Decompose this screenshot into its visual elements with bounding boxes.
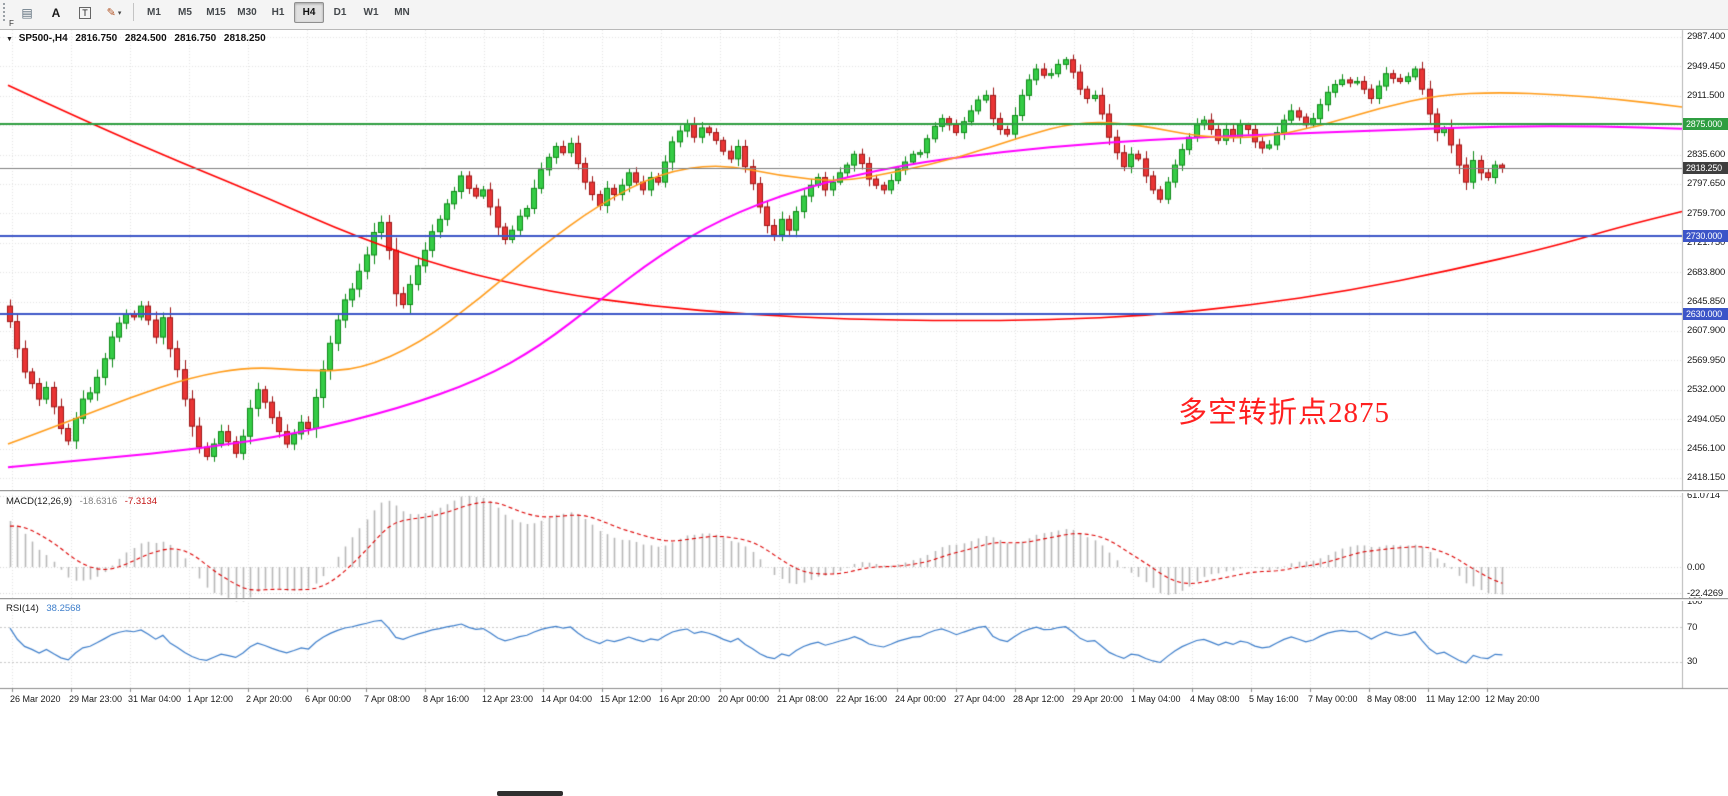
rsi-value: 38.2568	[46, 603, 81, 614]
time-axis-label: 15 Apr 12:00	[600, 694, 652, 704]
time-axis-label: 29 Apr 20:00	[1072, 694, 1124, 704]
price-axis-label: 2759.700	[1687, 207, 1726, 219]
macd-value: -18.6316	[79, 496, 118, 507]
chevron-down-icon: ▾	[117, 9, 122, 17]
price-axis-label: 2532.000	[1687, 384, 1726, 396]
time-axis-label: 5 May 16:00	[1249, 694, 1299, 704]
text-tool-button[interactable]: T	[71, 2, 99, 23]
time-axis-label: 26 Mar 2020	[10, 694, 61, 704]
time-axis-label: 28 Apr 12:00	[1013, 694, 1065, 704]
time-axis-label: 7 Apr 08:00	[364, 694, 411, 704]
timeframe-m5[interactable]: M5	[178, 7, 192, 18]
price-axis-label: 2607.900	[1687, 325, 1726, 337]
time-axis[interactable]: 26 Mar 2020 29 Mar 23:00 31 Mar 04:00 1 Apr…	[0, 688, 1728, 710]
price-axis-label: 2645.850	[1687, 296, 1726, 308]
draw-tool-button[interactable]: ✎ ▾	[100, 2, 128, 23]
time-axis-label: 29 Mar 23:00	[69, 694, 123, 704]
price-axis-label: 2683.800	[1687, 266, 1726, 278]
panel-separator-macd[interactable]	[0, 490, 1728, 493]
text-tool-label: T	[79, 6, 91, 19]
macd-signal-value: -7.3134	[124, 496, 158, 507]
rsi-axis-label: 70	[1687, 621, 1698, 633]
time-axis-label: 2 Apr 20:00	[246, 694, 293, 704]
hline-price-tag: 2875.000	[1683, 118, 1728, 131]
symbol-period: SP500-,H4	[18, 33, 68, 44]
price-axis-label: 2721.750	[1687, 237, 1726, 249]
macd-axis-label: -22.4269	[1687, 587, 1723, 599]
price-axis-label: 2494.050	[1687, 413, 1726, 425]
macd-header: MACD(12,26,9) -18.6316 -7.3134	[6, 496, 162, 507]
time-axis-label: 21 Apr 08:00	[777, 694, 829, 704]
time-axis-label: 24 Apr 00:00	[895, 694, 947, 704]
f-badge[interactable]: F	[9, 19, 14, 28]
close-value: 2818.250	[223, 33, 266, 44]
time-axis-label: 1 Apr 12:00	[187, 694, 234, 704]
window-edge-fragment	[497, 791, 563, 796]
timeframe-h1[interactable]: H1	[271, 7, 285, 18]
price-axis-label: 2835.600	[1687, 149, 1726, 161]
low-value: 2816.750	[174, 33, 217, 44]
time-axis-label: 11 May 12:00	[1426, 694, 1480, 704]
high-value: 2824.500	[124, 33, 167, 44]
rsi-axis-label: 100	[1687, 595, 1703, 607]
time-axis-label: 12 May 20:00	[1485, 694, 1540, 704]
font-tool-button[interactable]: A	[42, 2, 70, 23]
macd-axis-label: 61.0714	[1687, 490, 1720, 502]
timeframe-m15[interactable]: M15	[206, 7, 226, 18]
timeframe-m1[interactable]: M1	[147, 7, 161, 18]
price-axis-label: 2797.650	[1687, 178, 1726, 190]
time-axis-label: 31 Mar 04:00	[128, 694, 182, 704]
price-axis-label: 2569.950	[1687, 354, 1726, 366]
timeframe-d1[interactable]: D1	[333, 7, 347, 18]
timeframe-w1[interactable]: W1	[363, 7, 379, 18]
hline-price-tag: 2630.000	[1683, 307, 1728, 320]
toolbar-grip[interactable]	[3, 3, 10, 21]
charts-list-button[interactable]: ▤	[13, 2, 41, 23]
price-axis-label: 2949.450	[1687, 60, 1726, 72]
pencil-icon: ✎	[106, 7, 116, 19]
panel-separator-rsi[interactable]	[0, 598, 1728, 601]
time-axis-label: 6 Apr 00:00	[305, 694, 352, 704]
collapse-triangle-icon[interactable]: ▼	[6, 36, 13, 43]
toolbar: ▤ A T ✎ ▾ M1 M5 M15 M30 H1 H4 D1 W1 MN	[0, 0, 1728, 30]
timeframe-m30[interactable]: M30	[237, 7, 257, 18]
rsi-label: RSI(14)	[6, 603, 39, 614]
font-tool-label: A	[51, 5, 61, 20]
timeframe-toolbar: M1 M5 M15 M30 H1 H4 D1 W1 MN	[139, 2, 418, 23]
price-axis-label: 2418.150	[1687, 472, 1726, 484]
time-axis-label: 1 May 04:00	[1131, 694, 1181, 704]
annotation-text[interactable]: 多空转折点2875	[1178, 397, 1391, 429]
timeframe-mn[interactable]: MN	[394, 7, 410, 18]
rsi-axis-label: 30	[1687, 656, 1698, 668]
time-axis-label: 8 May 08:00	[1367, 694, 1417, 704]
macd-label: MACD(12,26,9)	[6, 496, 72, 507]
rsi-header: RSI(14) 38.2568	[6, 603, 86, 614]
timeframe-h4[interactable]: H4	[294, 2, 324, 23]
chart-canvas[interactable]	[0, 0, 1728, 712]
macd-axis-label: 0.00	[1687, 561, 1705, 573]
time-axis-label: 12 Apr 23:00	[482, 694, 534, 704]
price-axis-label: 2987.400	[1687, 31, 1726, 43]
time-axis-label: 4 May 08:00	[1190, 694, 1240, 704]
time-axis-label: 27 Apr 04:00	[954, 694, 1006, 704]
time-axis-label: 20 Apr 00:00	[718, 694, 770, 704]
price-scale[interactable]: 2987.400 2949.450 2911.500 2835.600 2797.650…	[1683, 30, 1728, 688]
time-axis-label: 22 Apr 16:00	[836, 694, 888, 704]
charts-list-icon: ▤	[21, 5, 33, 20]
time-axis-label: 7 May 00:00	[1308, 694, 1358, 704]
hline-price-tag: 2730.000	[1683, 230, 1728, 243]
time-axis-label: 8 Apr 16:00	[423, 694, 470, 704]
time-axis-label: 16 Apr 20:00	[659, 694, 711, 704]
current-price-tag: 2818.250	[1683, 162, 1728, 174]
price-axis-label: 2456.100	[1687, 443, 1726, 455]
price-axis-label: 2911.500	[1687, 90, 1725, 102]
chart-ohlc-header: ▼ SP500-,H4 2816.750 2824.500 2816.750 2…	[6, 33, 271, 44]
open-value: 2816.750	[75, 33, 118, 44]
toolbar-separator	[133, 3, 134, 21]
time-axis-label: 14 Apr 04:00	[541, 694, 593, 704]
